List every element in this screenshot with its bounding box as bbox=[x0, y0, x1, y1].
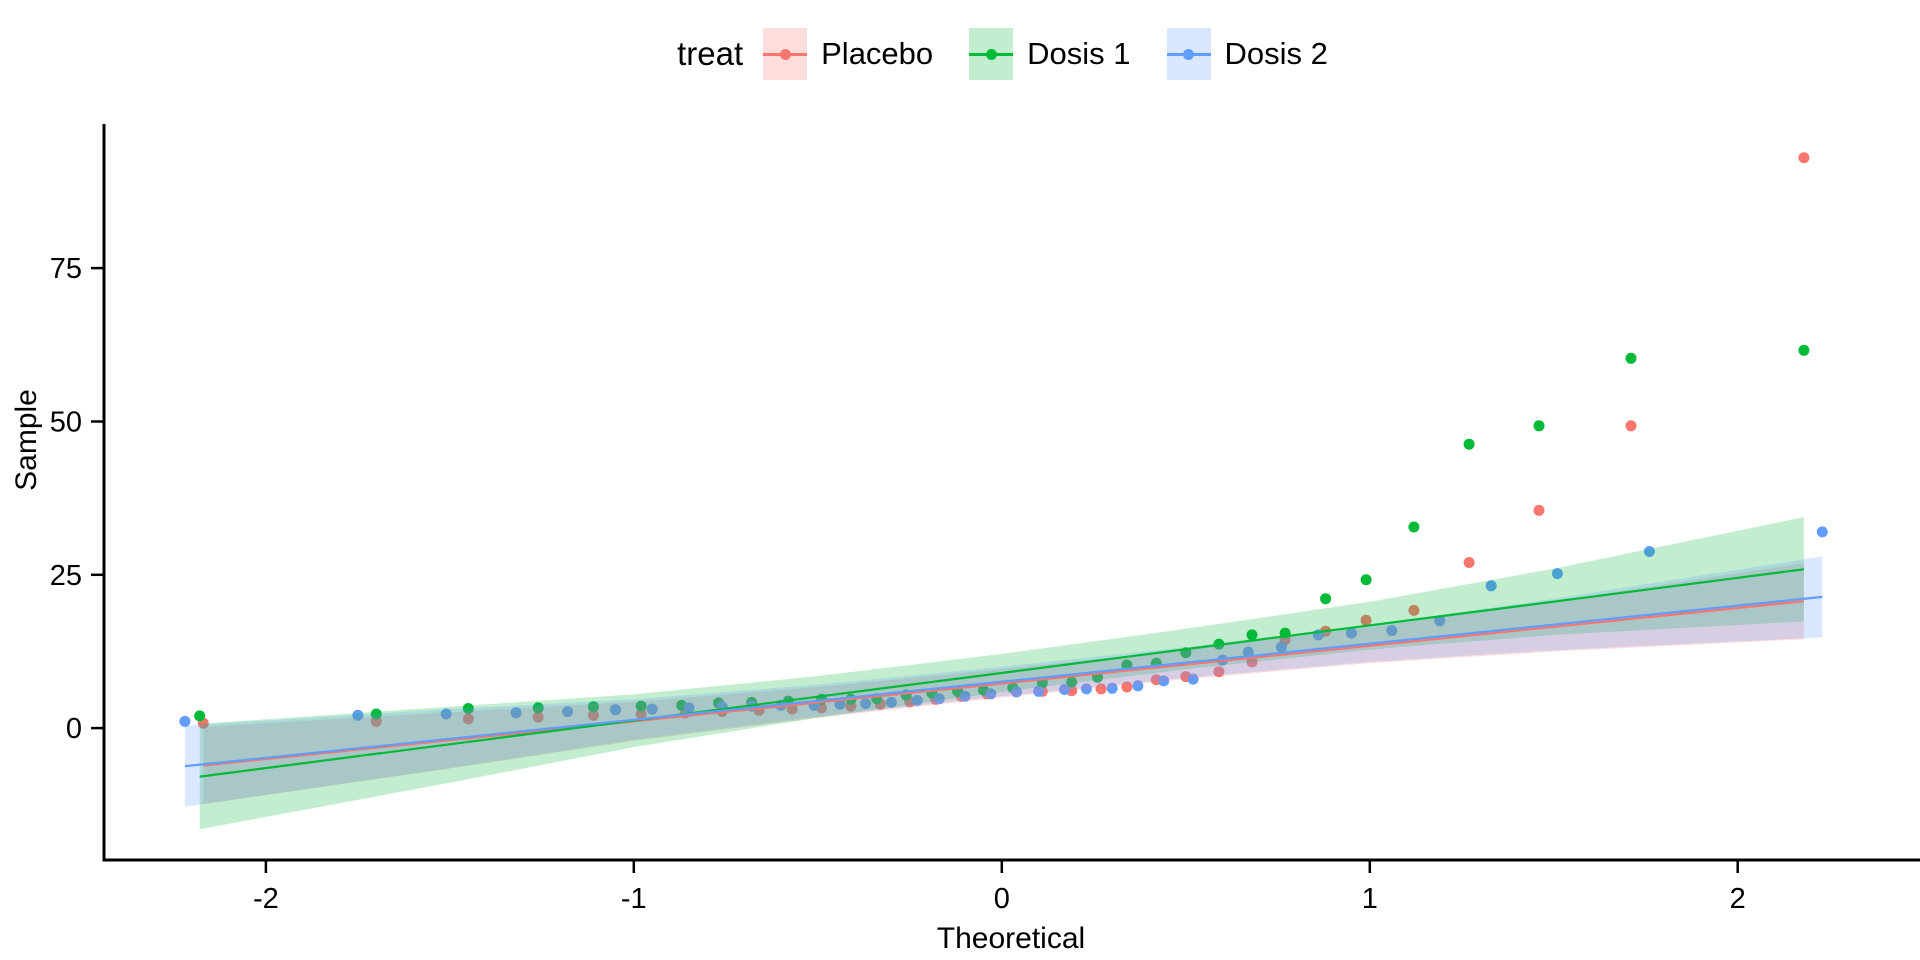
point-dosis-2 bbox=[562, 706, 574, 718]
point-dosis-2 bbox=[1816, 526, 1828, 538]
point-dosis-2 bbox=[1058, 684, 1070, 695]
point-dosis-1 bbox=[1625, 352, 1637, 364]
y-tick-label: 50 bbox=[50, 407, 82, 439]
legend-items: Placebo Dosis 1 Dosis 2 bbox=[763, 28, 1328, 80]
point-dosis-2 bbox=[1485, 580, 1497, 592]
fit-line-placebo bbox=[203, 600, 1805, 767]
point-dosis-1 bbox=[587, 701, 599, 713]
point-dosis-1 bbox=[1463, 438, 1475, 450]
legend-key-dot bbox=[1183, 48, 1195, 60]
point-dosis-2 bbox=[860, 698, 872, 710]
point-dosis-2 bbox=[646, 703, 658, 715]
y-tick-label: 0 bbox=[66, 713, 82, 745]
point-dosis-1 bbox=[1246, 629, 1258, 641]
legend-key-icon bbox=[969, 28, 1014, 80]
x-axis-title: Theoretical bbox=[937, 922, 1085, 955]
point-dosis-2 bbox=[179, 715, 191, 727]
point-placebo bbox=[1360, 614, 1372, 626]
point-dosis-2 bbox=[1551, 568, 1563, 580]
point-dosis-1 bbox=[1320, 593, 1332, 605]
point-dosis-2 bbox=[1275, 641, 1287, 653]
legend-key-icon bbox=[763, 28, 808, 80]
point-dosis-2 bbox=[510, 707, 522, 719]
point-dosis-2 bbox=[352, 709, 364, 721]
point-dosis-2 bbox=[1345, 627, 1357, 639]
point-dosis-2 bbox=[911, 695, 923, 706]
point-dosis-2 bbox=[610, 704, 621, 716]
point-dosis-2 bbox=[1106, 682, 1118, 694]
point-dosis-1 bbox=[1798, 344, 1810, 356]
point-placebo bbox=[1408, 604, 1420, 616]
point-dosis-1 bbox=[1408, 521, 1420, 533]
point-dosis-1 bbox=[1066, 676, 1078, 688]
point-dosis-1 bbox=[635, 700, 647, 712]
point-dosis-2 bbox=[1386, 625, 1398, 637]
point-placebo bbox=[1798, 152, 1810, 164]
point-dosis-2 bbox=[933, 693, 945, 705]
point-dosis-2 bbox=[1011, 686, 1022, 698]
legend: treat Placebo Dosis 1 Dosis 2 bbox=[0, 28, 1920, 80]
legend-item-label: Dosis 2 bbox=[1224, 36, 1328, 71]
point-dosis-2 bbox=[1158, 675, 1170, 687]
y-tick-label: 25 bbox=[50, 560, 82, 592]
point-dosis-2 bbox=[985, 688, 997, 700]
legend-key-dot bbox=[779, 48, 791, 60]
point-dosis-1 bbox=[532, 702, 544, 714]
point-dosis-2 bbox=[1080, 683, 1092, 695]
legend-item-label: Placebo bbox=[821, 36, 934, 71]
legend-key-dot bbox=[985, 48, 997, 60]
point-placebo bbox=[1533, 504, 1545, 516]
legend-item-label: Dosis 1 bbox=[1027, 36, 1131, 71]
point-dosis-2 bbox=[440, 708, 452, 720]
point-dosis-1 bbox=[370, 708, 382, 720]
x-tick-label: -2 bbox=[253, 883, 279, 915]
point-dosis-1 bbox=[1533, 420, 1545, 432]
point-placebo bbox=[635, 708, 647, 720]
point-dosis-2 bbox=[885, 696, 897, 708]
point-dosis-1 bbox=[1360, 574, 1372, 586]
legend-key-icon bbox=[1166, 28, 1211, 80]
legend-item-dosis-1: Dosis 1 bbox=[969, 28, 1131, 80]
point-placebo bbox=[1625, 420, 1637, 432]
point-dosis-2 bbox=[1434, 615, 1446, 627]
point-dosis-2 bbox=[1033, 685, 1045, 697]
point-dosis-1 bbox=[462, 703, 474, 714]
point-placebo bbox=[1463, 557, 1475, 568]
x-tick-label: -1 bbox=[621, 883, 647, 915]
point-dosis-2 bbox=[1643, 546, 1655, 557]
point-placebo bbox=[587, 709, 599, 721]
legend-item-dosis-2: Dosis 2 bbox=[1166, 28, 1328, 80]
point-dosis-2 bbox=[683, 702, 695, 714]
fit-line-dosis-1 bbox=[199, 568, 1805, 778]
fit-line-dosis-2 bbox=[184, 595, 1823, 768]
point-placebo bbox=[1213, 666, 1225, 678]
legend-item-placebo: Placebo bbox=[763, 28, 933, 80]
point-dosis-2 bbox=[1187, 673, 1199, 685]
y-axis-title: Sample bbox=[10, 389, 43, 491]
point-dosis-1 bbox=[194, 710, 206, 722]
point-dosis-2 bbox=[1132, 680, 1144, 692]
y-tick-label: 75 bbox=[50, 253, 82, 285]
point-dosis-2 bbox=[1242, 646, 1254, 658]
x-tick-label: 0 bbox=[994, 883, 1010, 915]
point-placebo bbox=[532, 711, 544, 723]
x-tick-label: 1 bbox=[1362, 883, 1378, 915]
legend-title: treat bbox=[677, 35, 744, 72]
point-placebo bbox=[1121, 681, 1133, 693]
point-placebo bbox=[1095, 683, 1107, 695]
point-dosis-2 bbox=[959, 690, 971, 702]
point-placebo bbox=[462, 713, 474, 725]
x-tick-label: 2 bbox=[1730, 883, 1746, 915]
